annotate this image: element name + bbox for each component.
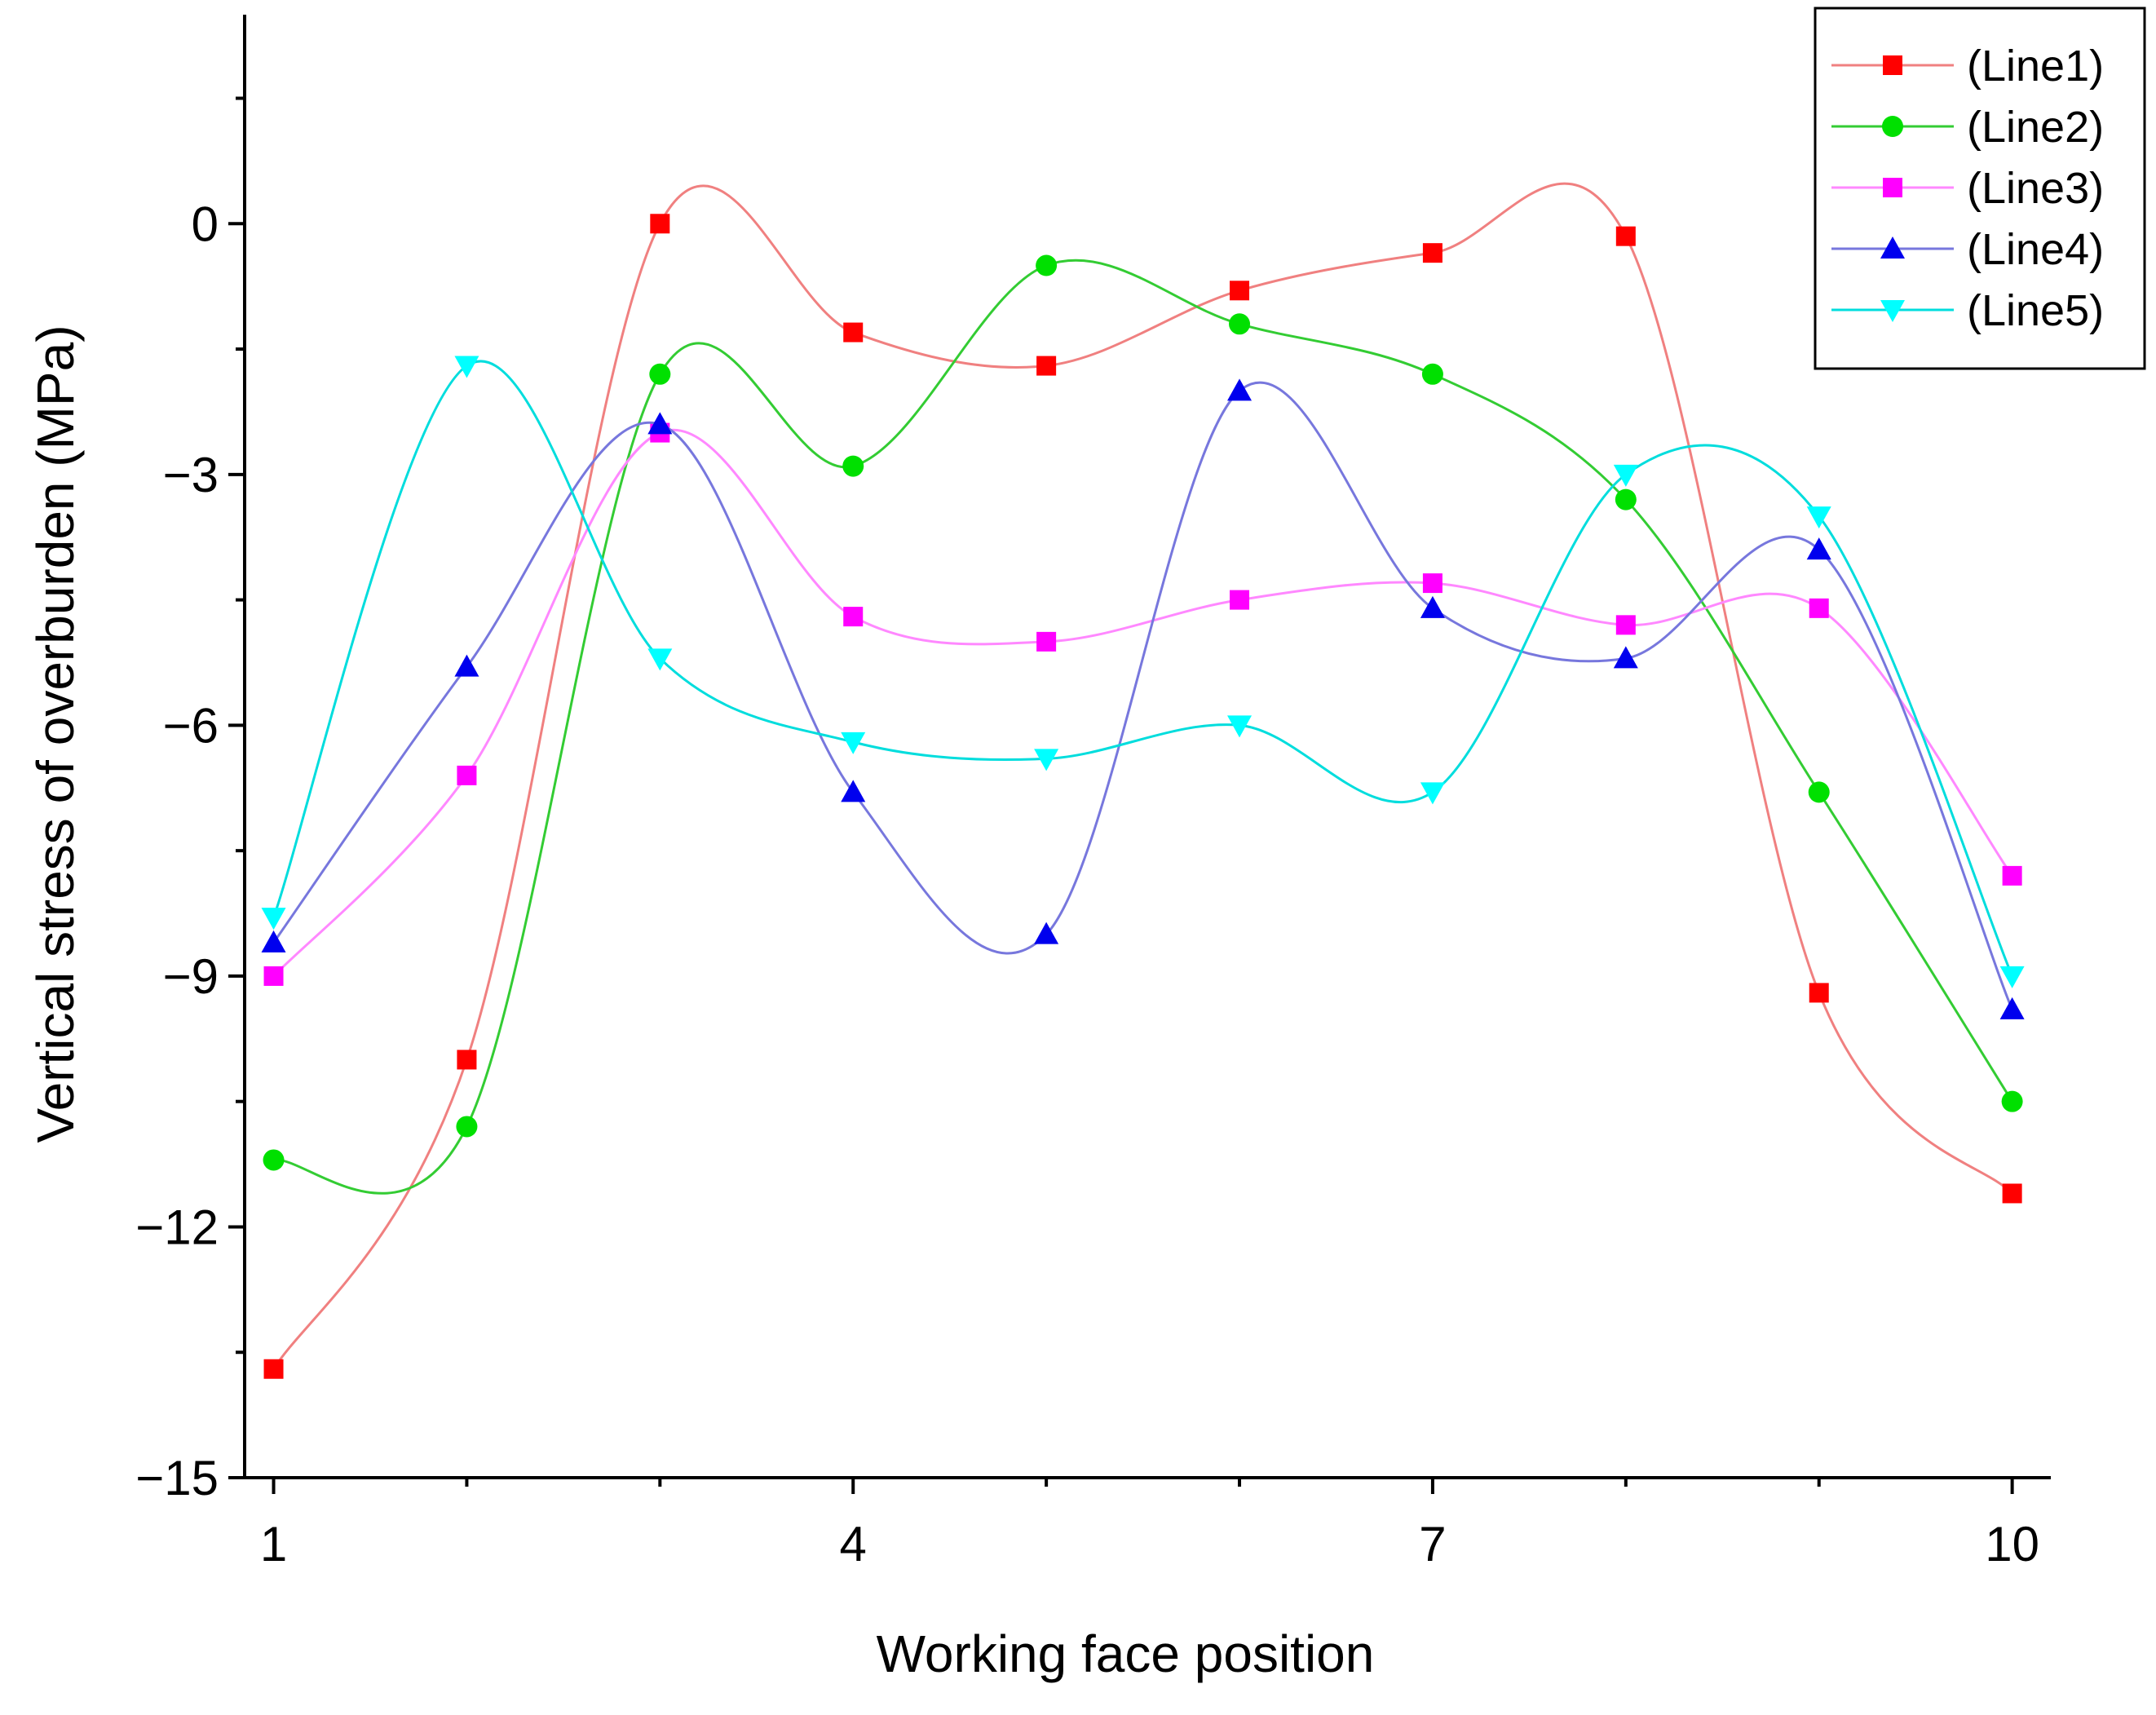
data-point-line3-x6 (1230, 590, 1250, 610)
legend-label: (Line4) (1967, 225, 2104, 274)
data-point-line1-x2 (457, 1050, 477, 1070)
data-point-line4-x6 (1227, 378, 1253, 401)
data-point-line4-x7 (1420, 595, 1445, 618)
data-point-line5-x8 (1613, 464, 1638, 487)
data-point-line5-x6 (1227, 715, 1253, 738)
legend-entry-2: (Line2) (1831, 103, 2104, 152)
series-line-2 (273, 259, 2013, 1195)
series-5 (261, 356, 2025, 988)
x-axis-title: Working face position (877, 1624, 1375, 1683)
legend-entry-5: (Line5) (1831, 286, 2104, 335)
x-tick-label: 10 (1985, 1517, 2039, 1571)
data-point-line4-x3 (647, 412, 673, 435)
x-tick-label: 7 (1419, 1517, 1446, 1571)
series-line-5 (272, 360, 2014, 977)
series-line-3 (272, 429, 2013, 977)
data-point-line4-x1 (261, 930, 286, 953)
data-point-line1-x8 (1615, 226, 1636, 246)
legend-entry-4: (Line4) (1831, 225, 2104, 274)
data-point-line3-x9 (1809, 598, 1829, 618)
data-point-line3-x4 (843, 607, 864, 627)
data-point-line3-x10 (2002, 865, 2022, 886)
legend-entry-3: (Line3) (1831, 164, 2104, 213)
data-point-line1-x3 (650, 214, 670, 234)
data-point-line5-x1 (261, 908, 286, 930)
data-point-line1-x9 (1809, 983, 1829, 1003)
data-point-line2-x4 (842, 455, 864, 477)
data-point-line3-x8 (1615, 615, 1636, 635)
data-point-line3-x7 (1422, 573, 1442, 594)
y-tick-label: −15 (135, 1451, 219, 1505)
y-tick-label: −3 (163, 448, 219, 502)
series-4 (261, 378, 2025, 1019)
data-point-line4-x9 (1806, 537, 1831, 560)
legend-label: (Line3) (1967, 164, 2104, 213)
data-point-line1-x6 (1230, 281, 1250, 301)
legend-label: (Line2) (1967, 103, 2104, 152)
data-point-line4-x8 (1613, 646, 1638, 669)
y-axis-title: Vertical stress of overburden (MPa) (26, 325, 85, 1143)
x-tick-label: 1 (260, 1517, 287, 1571)
data-point-line5-x10 (1999, 966, 2025, 988)
data-point-line2-x5 (1036, 254, 1058, 276)
legend: (Line1) (Line2) (Line3) (Line4) (Line5) (1814, 7, 2146, 370)
data-point-line3-x5 (1036, 631, 1057, 652)
data-point-line2-x10 (2001, 1090, 2023, 1112)
data-point-line1-x7 (1422, 243, 1442, 263)
data-point-line3-x1 (263, 966, 284, 986)
legend-marker (1883, 55, 1902, 75)
legend-marker (1882, 116, 1903, 137)
series-1 (263, 182, 2022, 1379)
series-layer (261, 182, 2025, 1379)
data-point-line3-x2 (457, 765, 477, 785)
data-point-line4-x5 (1034, 922, 1059, 944)
data-point-line5-x4 (841, 732, 866, 754)
data-point-line2-x3 (649, 363, 671, 385)
data-point-line4-x4 (841, 780, 866, 802)
legend-entry-1: (Line1) (1831, 42, 2104, 91)
y-tick-label: −6 (163, 698, 219, 753)
legend-marker (1883, 178, 1902, 197)
data-point-line2-x1 (263, 1149, 285, 1171)
data-point-line2-x2 (456, 1116, 478, 1138)
y-tick-label: −12 (135, 1200, 219, 1254)
series-2 (263, 254, 2023, 1195)
data-point-line1-x5 (1036, 356, 1057, 376)
data-point-line1-x10 (2002, 1183, 2022, 1204)
data-point-line2-x6 (1229, 313, 1251, 335)
data-point-line4-x2 (454, 654, 479, 677)
series-3 (263, 422, 2022, 986)
legend-marker (1880, 300, 1905, 322)
data-point-line1-x4 (843, 322, 864, 343)
data-point-line5-x7 (1420, 782, 1445, 805)
data-point-line1-x1 (263, 1359, 284, 1379)
legend-marker (1880, 236, 1905, 259)
data-point-line4-x10 (1999, 997, 2025, 1019)
axes: 0 −3 −6 −9 −12 −15 1 4 7 10 (135, 15, 2051, 1571)
data-point-line5-x5 (1034, 749, 1059, 771)
y-tick-label: −9 (163, 949, 219, 1004)
y-tick-label: 0 (192, 197, 219, 251)
legend-label: (Line5) (1967, 286, 2104, 335)
data-point-line2-x8 (1615, 488, 1637, 511)
data-point-line5-x3 (647, 648, 673, 671)
data-point-line5-x2 (454, 356, 479, 378)
data-point-line2-x7 (1421, 363, 1443, 385)
series-line-4 (272, 381, 2014, 1010)
data-point-line2-x9 (1808, 781, 1830, 803)
series-line-1 (272, 182, 2013, 1370)
data-point-line5-x9 (1806, 506, 1831, 529)
x-tick-label: 4 (840, 1517, 867, 1571)
legend-label: (Line1) (1967, 42, 2104, 91)
